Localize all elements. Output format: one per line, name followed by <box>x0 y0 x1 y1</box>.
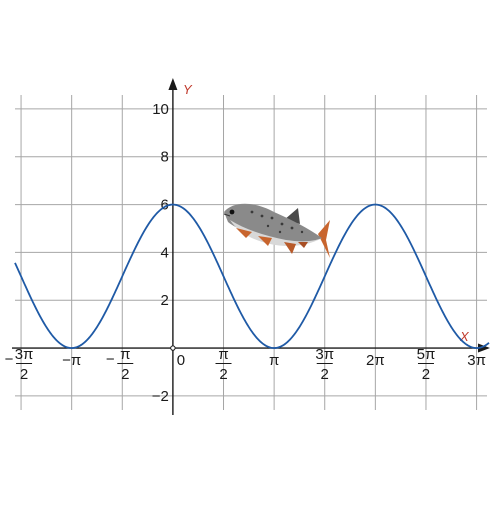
cosine-curve <box>14 203 490 349</box>
curve-layer <box>14 203 490 349</box>
x-axis-label: X <box>459 329 470 344</box>
x-tick-label: π2 <box>215 346 232 383</box>
svg-text:2: 2 <box>321 366 329 383</box>
svg-text:2: 2 <box>219 366 227 383</box>
svg-text:π: π <box>269 352 279 369</box>
y-axis-label: Y <box>183 82 193 97</box>
svg-text:−: − <box>5 351 14 368</box>
x-tick-label: π <box>269 352 279 369</box>
y-axis-arrow-icon <box>168 78 178 90</box>
svg-text:−π: −π <box>62 352 81 369</box>
y-tick-label: 10 <box>152 101 169 118</box>
svg-text:3π: 3π <box>315 346 334 363</box>
y-tick-label: 4 <box>161 244 169 261</box>
svg-text:−: − <box>106 351 115 368</box>
svg-text:3π: 3π <box>15 346 34 363</box>
svg-text:3π: 3π <box>467 352 486 369</box>
x-tick-label: −π <box>62 352 81 369</box>
x-tick-label: 3π2 <box>315 346 334 383</box>
x-tick-label: 5π2 <box>417 346 436 383</box>
svg-text:2: 2 <box>422 366 430 383</box>
x-tick-label: 0 <box>177 352 185 369</box>
y-tick-label: −2 <box>152 388 169 405</box>
x-tick-label: 3π <box>467 352 486 369</box>
x-tick-label: −3π 2 <box>5 346 34 383</box>
origin-point <box>170 345 176 351</box>
x-axis-arrow-icon <box>478 343 490 353</box>
y-tick-label: 6 <box>161 197 169 214</box>
svg-text:5π: 5π <box>417 346 436 363</box>
svg-text:2: 2 <box>20 366 28 383</box>
svg-text:2π: 2π <box>366 352 385 369</box>
x-tick-label: 2π <box>366 352 385 369</box>
x-tick-label: − π 2 <box>106 346 134 383</box>
svg-text:π: π <box>120 346 130 363</box>
y-tick-label: 8 <box>161 149 169 166</box>
y-tick-label: 2 <box>161 292 169 309</box>
axes <box>12 78 490 415</box>
svg-text:π: π <box>218 346 228 363</box>
svg-text:2: 2 <box>121 366 129 383</box>
svg-text:0: 0 <box>177 352 185 369</box>
trout-fish-image <box>223 203 330 258</box>
